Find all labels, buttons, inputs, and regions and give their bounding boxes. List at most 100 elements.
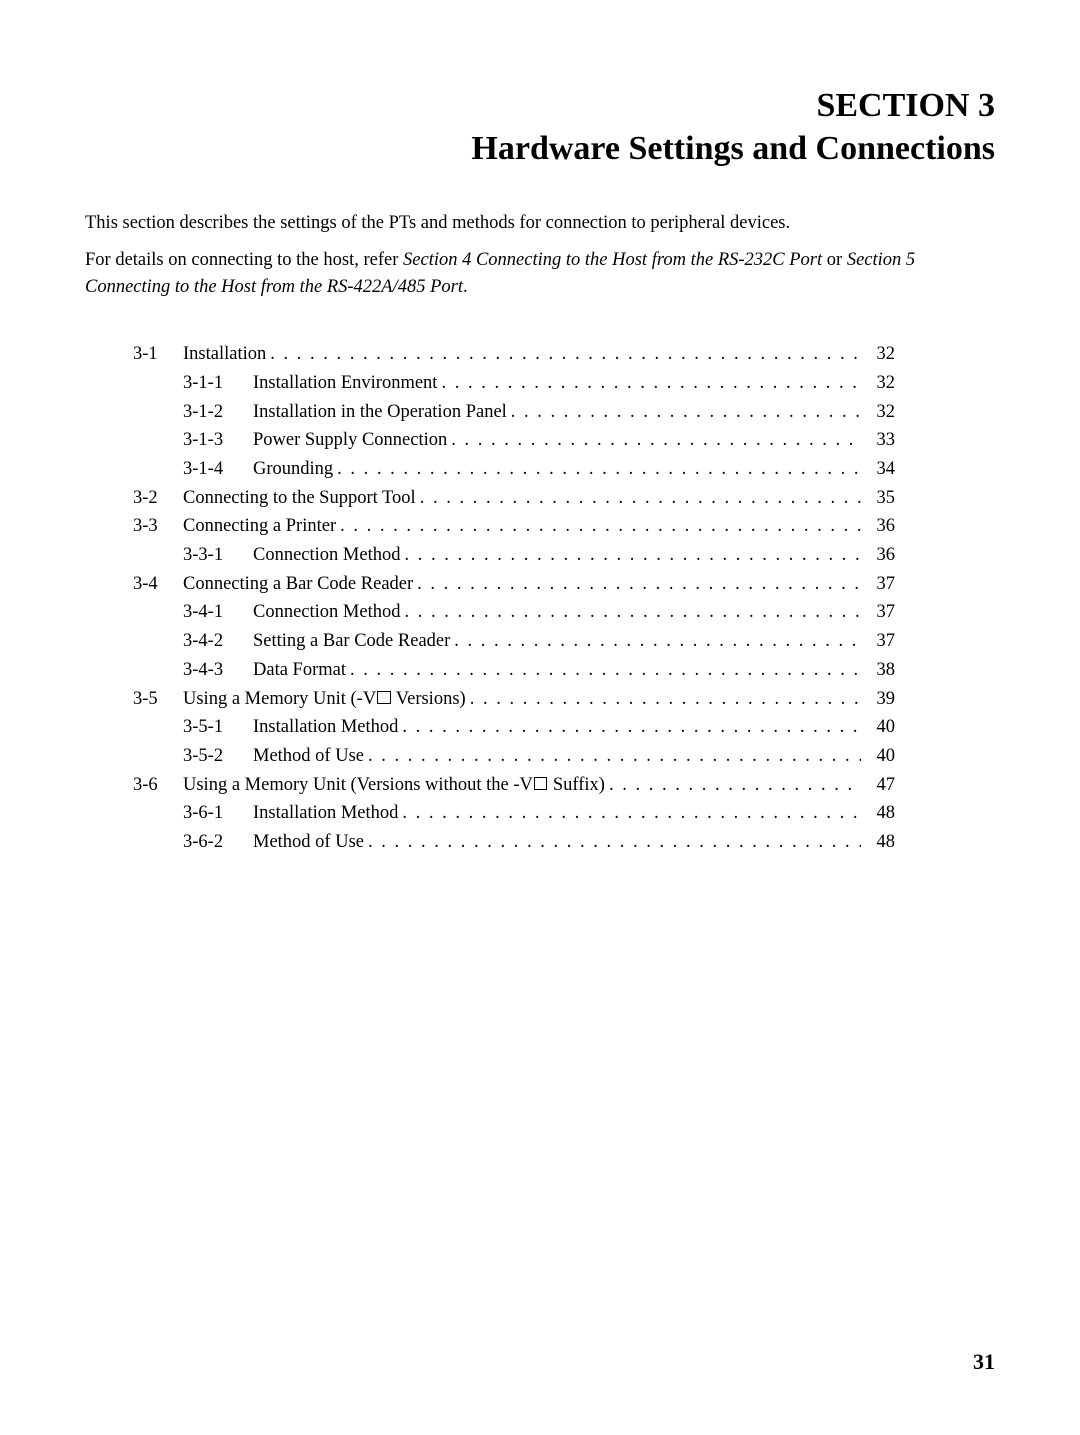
toc-entry-page: 35 [861,484,895,513]
toc-entry-number: 3-4 [133,570,183,599]
toc-row: 3-4-1Connection Method 37 [133,598,895,627]
toc-entry-number: 3-1-3 [183,426,253,455]
toc-entry-number: 3-5 [133,685,183,714]
intro2-part2: or [822,250,847,270]
toc-leader-dots [447,426,861,455]
toc-entry-number: 3-6-1 [183,799,253,828]
toc-entry-number: 3-4-3 [183,656,253,685]
heading-line2: Hardware Settings and Connections [85,128,995,171]
toc-leader-dots [466,685,861,714]
toc-entry-number: 3-5-1 [183,713,253,742]
toc-entry-page: 32 [861,369,895,398]
toc-entry-page: 40 [861,713,895,742]
toc-row: 3-6-2Method of Use 48 [133,828,895,857]
toc-entry-title: Data Format [253,656,346,685]
toc-entry-title: Grounding [253,455,333,484]
toc-entry-number: 3-5-2 [183,742,253,771]
toc-entry-page: 32 [861,398,895,427]
toc-entry-title: Connection Method [253,598,400,627]
toc-row: 3-1-4Grounding 34 [133,455,895,484]
toc-entry-number: 3-3 [133,512,183,541]
toc-entry-title: Connection Method [253,541,400,570]
toc-entry-title: Connecting to the Support Tool [183,484,416,513]
toc-entry-number: 3-4-1 [183,598,253,627]
toc-entry-page: 36 [861,541,895,570]
toc-leader-dots [400,541,861,570]
toc-entry-title: Installation Method [253,713,398,742]
toc-entry-page: 33 [861,426,895,455]
intro2-part3: . [463,277,468,297]
toc-leader-dots [336,512,861,541]
toc-leader-dots [364,828,861,857]
toc-entry-title: Connecting a Printer [183,512,336,541]
toc-entry-page: 37 [861,627,895,656]
toc-leader-dots [364,742,861,771]
toc-entry-page: 48 [861,799,895,828]
toc-entry-page: 39 [861,685,895,714]
toc-entry-number: 3-3-1 [183,541,253,570]
toc-entry-number: 3-1-1 [183,369,253,398]
toc-row: 3-2Connecting to the Support Tool35 [133,484,895,513]
toc-row: 3-1-1Installation Environment 32 [133,369,895,398]
toc-entry-title: Installation Environment [253,369,437,398]
toc-row: 3-6-1Installation Method 48 [133,799,895,828]
toc-row: 3-1-3Power Supply Connection 33 [133,426,895,455]
toc-leader-dots [266,340,861,369]
toc-entry-page: 48 [861,828,895,857]
toc-leader-dots [413,570,861,599]
toc-row: 3-6Using a Memory Unit (Versions without… [133,771,895,800]
toc-leader-dots [398,799,861,828]
toc-row: 3-5-1Installation Method 40 [133,713,895,742]
toc-entry-title: Method of Use [253,828,364,857]
toc-row: 3-4-2Setting a Bar Code Reader 37 [133,627,895,656]
page-number: 31 [973,1349,995,1375]
toc-entry-number: 3-4-2 [183,627,253,656]
toc-entry-title: Installation [183,340,266,369]
toc-entry-number: 3-6 [133,771,183,800]
toc-entry-page: 40 [861,742,895,771]
toc-entry-title: Installation in the Operation Panel [253,398,507,427]
toc-entry-page: 34 [861,455,895,484]
toc-leader-dots [398,713,861,742]
toc-leader-dots [346,656,861,685]
intro-paragraph-1: This section describes the settings of t… [85,210,995,237]
toc-leader-dots [450,627,861,656]
toc-entry-title: Connecting a Bar Code Reader [183,570,413,599]
toc-entry-title: Installation Method [253,799,398,828]
toc-leader-dots [507,398,861,427]
toc-entry-title: Using a Memory Unit (-V Versions) [183,685,466,714]
toc-row: 3-3Connecting a Printer 36 [133,512,895,541]
toc-entry-number: 3-1 [133,340,183,369]
table-of-contents: 3-1Installation323-1-1Installation Envir… [85,340,995,856]
toc-row: 3-5-2Method of Use 40 [133,742,895,771]
toc-entry-page: 36 [861,512,895,541]
toc-row: 3-3-1Connection Method 36 [133,541,895,570]
toc-row: 3-5Using a Memory Unit (-V Versions) 39 [133,685,895,714]
toc-row: 3-4-3Data Format 38 [133,656,895,685]
toc-entry-number: 3-6-2 [183,828,253,857]
toc-leader-dots [333,455,861,484]
intro2-part1: For details on connecting to the host, r… [85,250,403,270]
toc-entry-title: Using a Memory Unit (Versions without th… [183,771,605,800]
intro-paragraph-2: For details on connecting to the host, r… [85,247,995,301]
intro2-italic1: Section 4 Connecting to the Host from th… [403,250,822,270]
toc-entry-page: 37 [861,570,895,599]
toc-row: 3-1Installation 32 [133,340,895,369]
section-heading: SECTION 3 Hardware Settings and Connecti… [85,85,995,170]
toc-entry-page: 38 [861,656,895,685]
toc-entry-number: 3-1-4 [183,455,253,484]
toc-entry-title: Method of Use [253,742,364,771]
toc-entry-page: 47 [861,771,895,800]
heading-line1: SECTION 3 [85,85,995,128]
toc-leader-dots [605,771,861,800]
toc-entry-number: 3-1-2 [183,398,253,427]
toc-leader-dots [400,598,861,627]
toc-leader-dots [416,484,861,513]
toc-entry-title: Power Supply Connection [253,426,447,455]
toc-entry-title: Setting a Bar Code Reader [253,627,450,656]
toc-entry-page: 37 [861,598,895,627]
toc-leader-dots [437,369,861,398]
toc-row: 3-1-2Installation in the Operation Panel… [133,398,895,427]
toc-entry-page: 32 [861,340,895,369]
toc-row: 3-4Connecting a Bar Code Reader 37 [133,570,895,599]
